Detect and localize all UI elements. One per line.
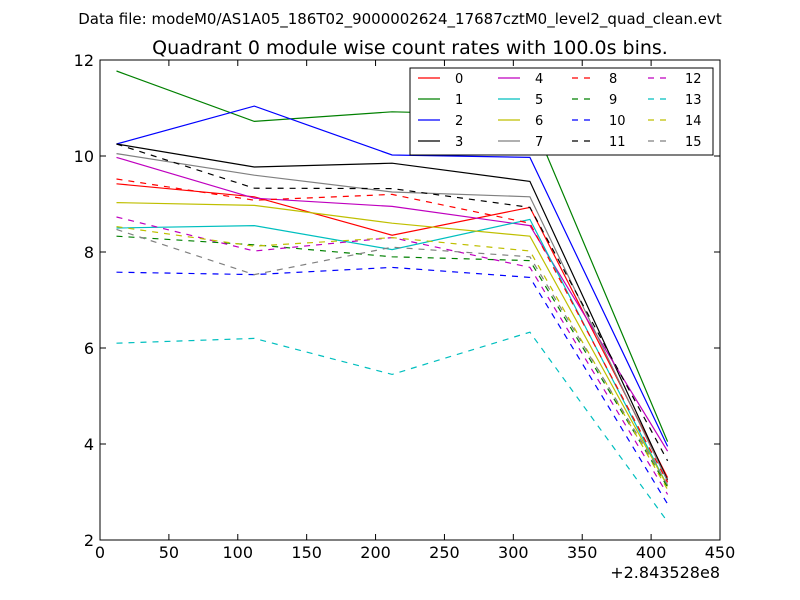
x-offset-label: +2.843528e8 bbox=[610, 563, 720, 582]
x-tick-label: 400 bbox=[636, 543, 667, 562]
legend-box bbox=[409, 67, 714, 156]
y-tick-label: 8 bbox=[84, 243, 94, 262]
series-line-6 bbox=[116, 202, 669, 487]
legend-label-3: 3 bbox=[455, 135, 463, 150]
series-line-4 bbox=[116, 156, 669, 452]
y-tick-label: 10 bbox=[74, 147, 94, 166]
x-tick-label: 200 bbox=[360, 543, 391, 562]
plot-lines bbox=[116, 70, 669, 523]
x-tick-label: 100 bbox=[223, 543, 254, 562]
legend-label-4: 4 bbox=[535, 72, 543, 87]
x-tick-label: 450 bbox=[705, 543, 736, 562]
series-line-14 bbox=[116, 226, 669, 490]
series-line-9 bbox=[116, 235, 669, 488]
legend-label-8: 8 bbox=[609, 72, 617, 87]
legend-label-15: 15 bbox=[685, 135, 702, 150]
x-tick-label: 50 bbox=[159, 543, 179, 562]
x-tick-label: 0 bbox=[95, 543, 105, 562]
legend-label-5: 5 bbox=[535, 93, 543, 108]
x-tick-label: 350 bbox=[567, 543, 598, 562]
y-tick-label: 2 bbox=[84, 531, 94, 550]
series-line-13 bbox=[116, 331, 669, 523]
legend-label-1: 1 bbox=[455, 93, 463, 108]
legend-label-14: 14 bbox=[685, 114, 702, 129]
legend-label-6: 6 bbox=[535, 114, 543, 129]
y-tick-label: 4 bbox=[84, 435, 94, 454]
y-tick-label: 12 bbox=[74, 51, 94, 70]
series-line-0 bbox=[116, 183, 669, 478]
legend-label-7: 7 bbox=[535, 135, 543, 150]
series-line-8 bbox=[116, 178, 669, 483]
x-tick-label: 250 bbox=[429, 543, 460, 562]
legend-label-10: 10 bbox=[609, 114, 626, 129]
x-tick-label: 150 bbox=[291, 543, 322, 562]
x-tick-label: 300 bbox=[498, 543, 529, 562]
chart-title: Quadrant 0 module wise count rates with … bbox=[152, 37, 668, 59]
legend-label-11: 11 bbox=[609, 135, 626, 150]
legend-label-12: 12 bbox=[685, 72, 702, 87]
legend-label-9: 9 bbox=[609, 93, 617, 108]
series-line-1 bbox=[116, 70, 669, 442]
series-line-10 bbox=[116, 266, 669, 505]
legend-label-2: 2 bbox=[455, 114, 463, 129]
y-tick-label: 6 bbox=[84, 339, 94, 358]
chart-suptitle: Data file: modeM0/AS1A05_186T02_90000026… bbox=[78, 10, 722, 29]
legend-label-0: 0 bbox=[455, 72, 463, 87]
series-line-11 bbox=[116, 143, 669, 462]
legend-label-13: 13 bbox=[685, 93, 702, 108]
series-line-7 bbox=[116, 153, 669, 482]
series-line-3 bbox=[116, 143, 669, 481]
series-line-15 bbox=[116, 228, 669, 486]
series-line-5 bbox=[116, 218, 669, 487]
plot-frame bbox=[99, 59, 721, 541]
series-line-2 bbox=[116, 105, 669, 447]
series-line-12 bbox=[116, 216, 669, 495]
